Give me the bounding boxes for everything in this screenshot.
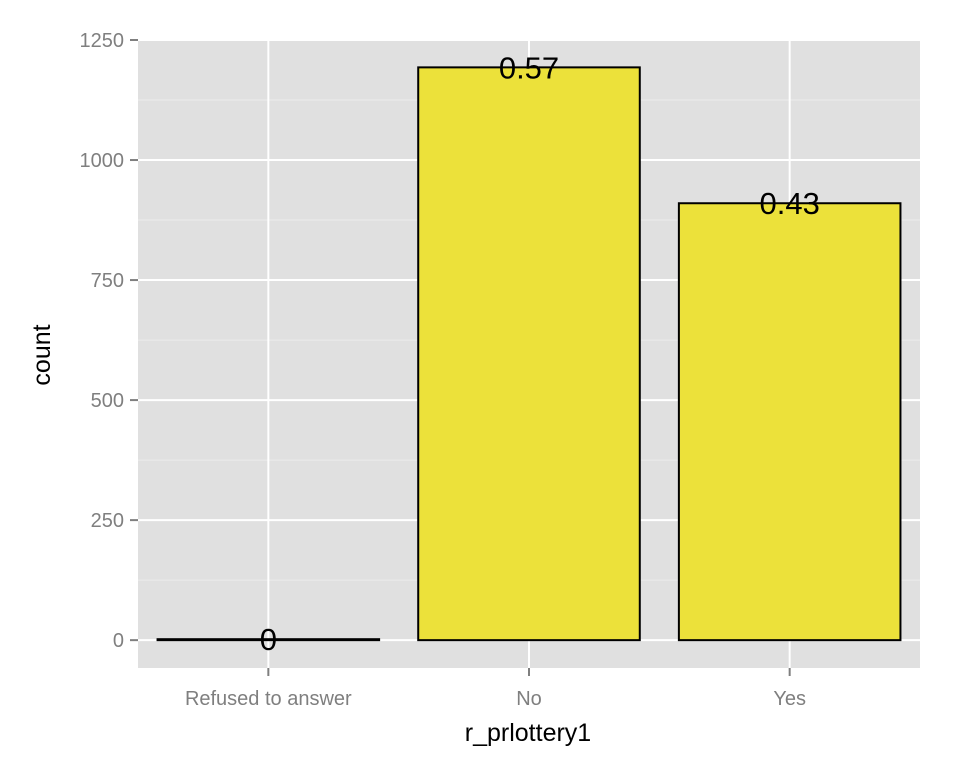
data-label: 0.43 (759, 186, 819, 221)
bar-refused-to-answer (156, 638, 381, 642)
data-label: 0 (260, 622, 277, 657)
x-tick-label: Yes (773, 688, 806, 710)
data-labels: 0 0.57 0.43 (260, 50, 820, 657)
bars (156, 66, 902, 642)
x-axis-title: r_prlottery1 (465, 719, 591, 747)
x-tick-label: No (516, 688, 542, 710)
bar-no (417, 66, 641, 642)
y-tick-label: 1000 (80, 150, 125, 172)
y-tick-label: 0 (113, 630, 124, 652)
y-tick-label: 250 (91, 510, 124, 532)
y-tick-label: 500 (91, 390, 124, 412)
x-tick-label: Refused to answer (185, 688, 352, 710)
y-tick-label: 750 (91, 270, 124, 292)
bar-yes (677, 202, 902, 642)
data-label: 0.57 (499, 50, 559, 85)
axes: 0 250 500 750 1000 1250 Refused to answer No Yes (80, 30, 806, 710)
y-axis-title: count (28, 324, 56, 385)
y-tick-label: 1250 (80, 30, 125, 52)
